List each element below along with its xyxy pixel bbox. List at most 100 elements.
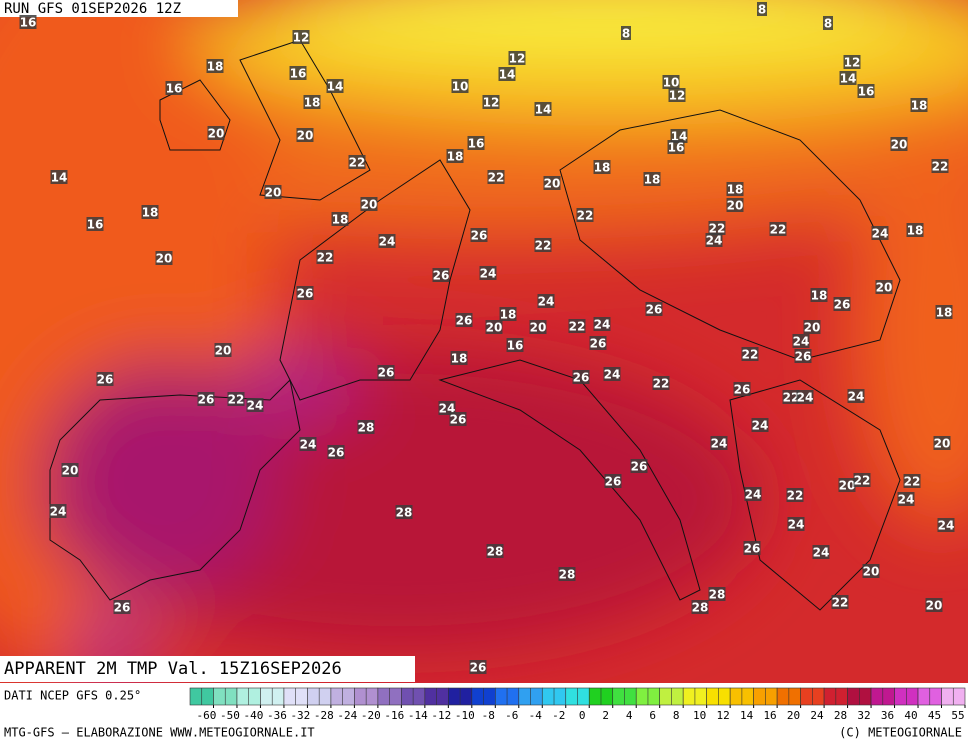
- label-box: [316, 250, 334, 264]
- temperature-label: 18: [936, 306, 953, 320]
- temperature-label: 24: [379, 235, 396, 249]
- label-box: [796, 390, 814, 404]
- label-box: [838, 478, 856, 492]
- temperature-label: 18: [304, 96, 321, 110]
- label-box: [348, 155, 366, 169]
- temperature-label: 22: [228, 393, 245, 407]
- label-box: [621, 26, 631, 40]
- temperature-label: 18: [451, 352, 468, 366]
- label-box: [743, 541, 761, 555]
- label-box: [292, 30, 310, 44]
- label-box: [810, 288, 828, 302]
- label-box: [897, 492, 915, 506]
- temperature-label: 20: [926, 599, 943, 613]
- temperature-label: 24: [604, 368, 621, 382]
- label-box: [360, 197, 378, 211]
- tick-label: 28: [834, 709, 847, 722]
- temperature-label: 24: [745, 488, 762, 502]
- temperature-label: 16: [507, 339, 524, 353]
- temperature-label: 20: [297, 129, 314, 143]
- label-box: [667, 140, 685, 154]
- temperature-label: 16: [166, 82, 183, 96]
- tick-label: -16: [384, 709, 404, 722]
- temperature-label: 18: [811, 289, 828, 303]
- label-box: [630, 459, 648, 473]
- label-box: [469, 660, 487, 674]
- label-box: [19, 15, 37, 29]
- tick-label: -32: [290, 709, 310, 722]
- label-box: [438, 401, 456, 415]
- label-box: [741, 347, 759, 361]
- temperature-label: 28: [692, 601, 709, 615]
- temperature-label: 8: [758, 3, 766, 17]
- tick-label: 6: [649, 709, 656, 722]
- label-box: [378, 234, 396, 248]
- label-box: [214, 343, 232, 357]
- data-source: DATI NCEP GFS 0.25°: [4, 689, 141, 703]
- label-box: [733, 382, 751, 396]
- temperature-label: 22: [488, 171, 505, 185]
- label-box: [937, 518, 955, 532]
- temperature-label: 14: [535, 103, 552, 117]
- label-box: [49, 504, 67, 518]
- temperature-label: 16: [87, 218, 104, 232]
- temperature-label: 26: [734, 383, 751, 397]
- temperature-label: 14: [51, 171, 68, 185]
- tick-label: -2: [552, 709, 565, 722]
- temperature-label: 26: [198, 393, 215, 407]
- label-box: [534, 102, 552, 116]
- temperature-label: 26: [114, 601, 131, 615]
- temperature-label: 20: [215, 344, 232, 358]
- label-box: [839, 71, 857, 85]
- temperature-label: 22: [349, 156, 366, 170]
- temperature-label: 22: [535, 239, 552, 253]
- tick-label: 55: [951, 709, 964, 722]
- label-box: [455, 313, 473, 327]
- label-box: [395, 505, 413, 519]
- temperature-label: 22: [854, 474, 871, 488]
- temperature-label: 22: [653, 377, 670, 391]
- label-box: [487, 170, 505, 184]
- label-box: [823, 16, 833, 30]
- temperature-label: 24: [706, 234, 723, 248]
- temperature-label: 26: [378, 366, 395, 380]
- temperature-label: 24: [711, 437, 728, 451]
- temperature-label: 24: [813, 546, 830, 560]
- label-box: [751, 418, 769, 432]
- label-box: [812, 545, 830, 559]
- temperature-label: 22: [569, 320, 586, 334]
- tick-label: -6: [505, 709, 518, 722]
- temperature-label: 24: [848, 390, 865, 404]
- temperature-label: 14: [499, 68, 516, 82]
- label-box: [847, 389, 865, 403]
- label-box: [508, 51, 526, 65]
- temperature-label: 8: [824, 17, 832, 31]
- label-box: [450, 351, 468, 365]
- temperature-label: 20: [839, 479, 856, 493]
- label-box: [794, 349, 812, 363]
- label-box: [593, 317, 611, 331]
- temperature-label: 18: [332, 213, 349, 227]
- label-box: [782, 390, 800, 404]
- label-box: [303, 95, 321, 109]
- temperature-label: 18: [500, 308, 517, 322]
- temperature-label: 20: [156, 252, 173, 266]
- label-box: [479, 266, 497, 280]
- temperature-label: 28: [358, 421, 375, 435]
- temperature-label: 22: [742, 348, 759, 362]
- temperature-label: 12: [669, 89, 686, 103]
- tick-label: 4: [626, 709, 633, 722]
- temperature-label: 22: [709, 222, 726, 236]
- temperature-label: 24: [788, 518, 805, 532]
- temperature-label: 24: [247, 399, 264, 413]
- label-box: [206, 59, 224, 73]
- temperature-label: 26: [456, 314, 473, 328]
- tick-label: 2: [602, 709, 609, 722]
- label-box: [925, 598, 943, 612]
- tick-label: 14: [740, 709, 754, 722]
- label-box: [558, 567, 576, 581]
- label-box: [933, 436, 951, 450]
- temperature-label: 18: [911, 99, 928, 113]
- label-box: [446, 149, 464, 163]
